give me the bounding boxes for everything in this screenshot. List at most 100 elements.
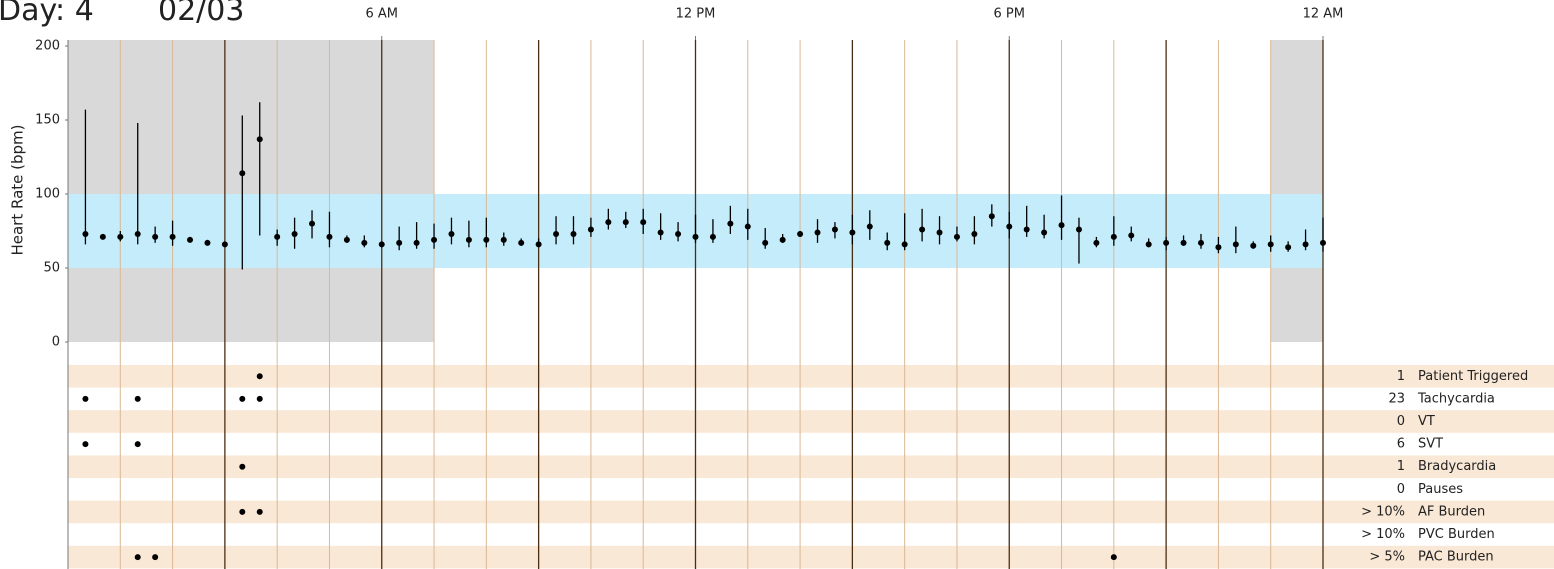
- point: [326, 233, 333, 240]
- point: [256, 136, 263, 143]
- point: [1302, 241, 1309, 248]
- event-count: > 5%: [1369, 550, 1405, 565]
- event-count: 1: [1397, 369, 1405, 384]
- point: [343, 236, 350, 243]
- x-tick-label: 12 PM: [676, 7, 716, 22]
- event-count: 6: [1397, 437, 1405, 452]
- event-row: [68, 455, 1554, 478]
- point: [936, 229, 943, 236]
- event-dot: [239, 395, 246, 402]
- point: [988, 213, 995, 220]
- point: [797, 230, 804, 237]
- x-tick-label: 6 PM: [994, 7, 1025, 22]
- x-tick-label: 6 AM: [365, 7, 398, 22]
- point: [692, 233, 699, 240]
- point: [518, 239, 525, 246]
- point: [1041, 229, 1048, 236]
- point: [1093, 239, 1100, 246]
- point: [901, 241, 908, 248]
- night-shade: [68, 40, 435, 342]
- point: [274, 233, 281, 240]
- event-row: [68, 365, 1554, 388]
- chart-subtitle: 02/03: [158, 0, 244, 28]
- point: [1128, 232, 1135, 239]
- point: [82, 230, 89, 237]
- point: [971, 230, 978, 237]
- event-dot: [256, 508, 263, 515]
- point: [919, 226, 926, 233]
- point: [465, 236, 472, 243]
- event-dot: [239, 463, 246, 470]
- y-tick-label: 0: [52, 335, 60, 350]
- point: [1180, 239, 1187, 246]
- event-dot: [239, 508, 246, 515]
- point: [187, 236, 194, 243]
- event-row: [68, 410, 1554, 433]
- point: [1250, 242, 1257, 249]
- y-tick-label: 200: [35, 39, 60, 54]
- y-tick-label: 50: [43, 261, 60, 276]
- event-name: Patient Triggered: [1418, 369, 1528, 384]
- event-dot: [134, 441, 141, 448]
- point: [204, 239, 211, 246]
- point: [291, 230, 298, 237]
- event-name: VT: [1418, 414, 1435, 429]
- y-tick-label: 150: [35, 113, 60, 128]
- event-count: 0: [1397, 482, 1405, 497]
- point: [849, 229, 856, 236]
- night-shade: [1270, 40, 1323, 342]
- point: [117, 233, 124, 240]
- point: [1320, 239, 1326, 246]
- event-dot: [152, 554, 159, 561]
- point: [134, 230, 141, 237]
- point: [448, 230, 455, 237]
- point: [309, 220, 316, 227]
- point: [587, 226, 594, 233]
- point: [500, 236, 507, 243]
- event-name: AF Burden: [1418, 504, 1485, 519]
- point: [1006, 223, 1013, 230]
- event-count: > 10%: [1361, 504, 1405, 519]
- point: [1215, 244, 1222, 251]
- point: [866, 223, 873, 230]
- point: [431, 236, 438, 243]
- event-dot: [82, 395, 89, 402]
- point: [1267, 241, 1274, 248]
- point: [99, 233, 106, 240]
- point: [553, 230, 560, 237]
- y-tick-label: 100: [35, 187, 60, 202]
- point: [831, 226, 838, 233]
- point: [1163, 239, 1170, 246]
- event-row: [68, 545, 1554, 569]
- point: [221, 241, 228, 248]
- point: [709, 233, 716, 240]
- point: [1285, 244, 1292, 251]
- point: [779, 236, 786, 243]
- point: [953, 233, 960, 240]
- event-count: 0: [1397, 414, 1405, 429]
- event-count: 23: [1388, 391, 1405, 406]
- x-tick-label: 12 AM: [1303, 7, 1344, 22]
- event-name: SVT: [1418, 437, 1443, 452]
- point: [814, 229, 821, 236]
- event-dot: [1110, 554, 1117, 561]
- point: [570, 230, 577, 237]
- point: [1232, 241, 1239, 248]
- point: [622, 219, 629, 226]
- point: [1058, 222, 1065, 229]
- point: [169, 233, 176, 240]
- event-row: [68, 500, 1554, 524]
- point: [727, 220, 734, 227]
- event-name: PVC Burden: [1418, 527, 1495, 542]
- point: [413, 239, 420, 246]
- event-dot: [256, 395, 263, 402]
- event-dot: [134, 395, 141, 402]
- point: [744, 223, 751, 230]
- point: [675, 230, 682, 237]
- point: [396, 239, 403, 246]
- point: [483, 236, 490, 243]
- event-name: PAC Burden: [1418, 550, 1494, 565]
- event-dot: [134, 554, 141, 561]
- point: [640, 219, 647, 226]
